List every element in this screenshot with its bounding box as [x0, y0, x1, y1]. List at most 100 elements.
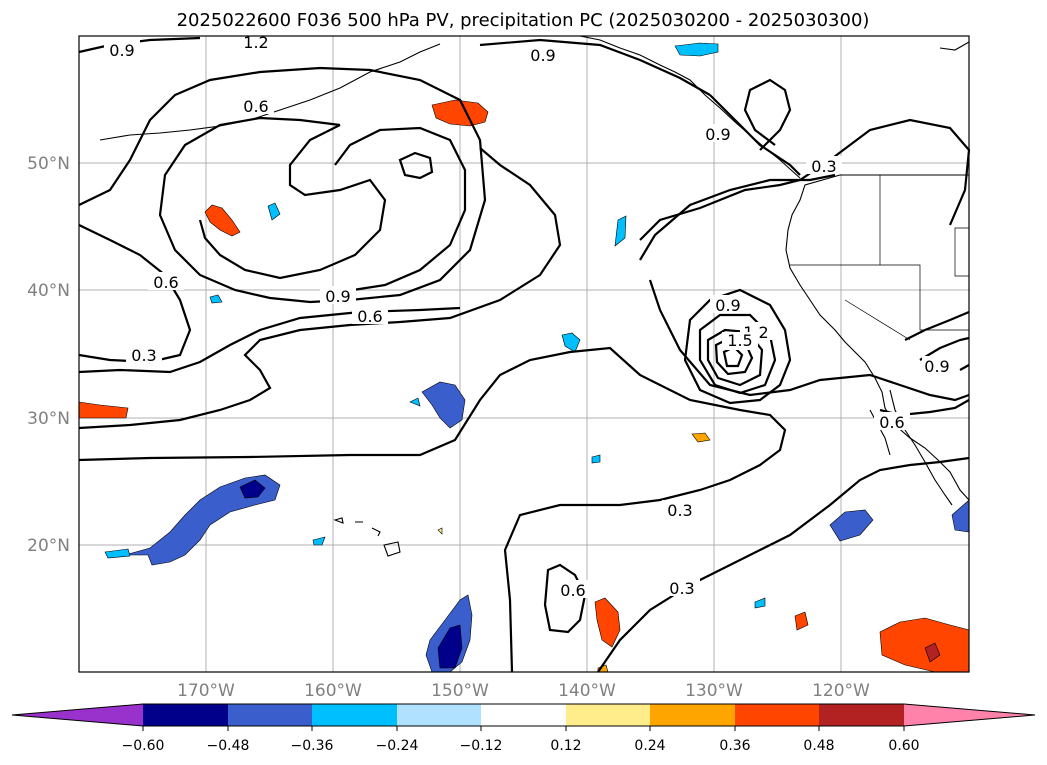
contour-0.6-east-b [648, 279, 970, 402]
contour-1.5-cutoff [706, 328, 764, 387]
precip-neg-alaska [674, 42, 719, 57]
contour-label: 0.3 [667, 501, 692, 520]
colorbar-tick-label: −0.12 [460, 738, 503, 754]
lon-label-140w: 140°W [558, 681, 616, 701]
colorbar-seg-7 [650, 704, 735, 726]
lat-labels: 50°N 40°N 30°N 20°N [27, 154, 70, 556]
contour-small-oval [398, 151, 434, 180]
precip-neg-small-3 [267, 202, 281, 221]
precip-neg-blob-hawaii-ne [124, 474, 281, 566]
precip-neg-small-4 [209, 294, 223, 304]
precip-neg-core-hawaii-ne [239, 479, 266, 499]
contour-label-group: 1.2 0.9 0.9 0.6 0.6 0.3 0.9 0.6 0.3 0.9 … [104, 33, 952, 600]
colorbar-tick-label: −0.60 [122, 738, 165, 754]
lon-label-130w: 130°W [685, 681, 743, 701]
contour-0.3-south [78, 346, 787, 673]
contour-label: 0.9 [705, 125, 730, 144]
colorbar-seg-4 [397, 704, 481, 726]
contour-label: 0.9 [715, 296, 740, 315]
coast-north-america [785, 174, 970, 501]
contour-0.3-lower [597, 456, 970, 673]
precip-neg-south-150w-core [437, 624, 463, 669]
colorbar-seg-1 [143, 704, 228, 726]
contour-0.6-east-a [639, 173, 836, 261]
contour-label: 0.6 [560, 581, 585, 600]
lat-label-40n: 40°N [27, 281, 70, 301]
contour-1.2-cutoff [698, 313, 777, 395]
contour-inner-loop [198, 124, 387, 280]
colorbar-extend-high [904, 704, 1035, 726]
contour-0.3-west [78, 306, 461, 374]
contour-alaska-coast [709, 94, 801, 176]
contour-0.9-cutoff [683, 288, 792, 405]
contour-east-right [904, 310, 970, 341]
contour-label: 0.6 [879, 413, 904, 432]
lat-label-20n: 20°N [27, 536, 70, 556]
precip-neg-near-30n [421, 381, 466, 429]
colorbar-seg-8 [735, 704, 819, 726]
contour-0.3-mid [78, 147, 562, 430]
colorbar: −0.60 −0.48 −0.36 −0.24 −0.12 0.12 0.24 … [11, 703, 1036, 754]
lon-label-170w: 170°W [177, 681, 235, 701]
precip-neg-small-7 [312, 536, 326, 546]
precip-neg-small-west [104, 548, 131, 559]
contour-label: 0.3 [811, 157, 836, 176]
contour-east-right-2 [919, 336, 970, 361]
colorbar-seg-2 [228, 704, 312, 726]
contour-label: 0.9 [530, 46, 555, 65]
colorbar-seg-6 [566, 704, 650, 726]
lon-label-120w: 120°W [812, 681, 870, 701]
precip-pos-small-3 [437, 527, 443, 535]
colorbar-extend-low [12, 704, 143, 726]
colorbar-tick-label: −0.48 [207, 738, 250, 754]
colorbar-tick-label: 0.48 [803, 738, 834, 754]
precip-pos-140w [594, 597, 621, 648]
contour-label: 0.6 [153, 273, 178, 292]
lat-label-50n: 50°N [27, 154, 70, 174]
map-frame [78, 35, 970, 673]
aleutians [99, 43, 441, 141]
precip-neg-tail [409, 397, 421, 407]
colorbar-tick-label: −0.24 [376, 738, 419, 754]
contour-label: 0.3 [131, 346, 156, 365]
contour-label: 0.3 [669, 579, 694, 598]
lon-label-150w: 150°W [431, 681, 489, 701]
precip-pos-gulf-alaska [431, 99, 489, 127]
lat-label-30n: 30°N [27, 409, 70, 429]
state-lines [790, 175, 970, 341]
precip-neg-small-5 [591, 454, 601, 464]
contour-0.6-south-loop [543, 563, 587, 634]
lon-labels: 170°W 160°W 150°W 140°W 130°W 120°W [177, 681, 870, 701]
colorbar-tick-label: 0.24 [634, 738, 665, 754]
hawaii-islands [333, 517, 401, 557]
contour-label: 0.6 [243, 97, 268, 116]
contour-0.6-north-loop [78, 66, 487, 304]
contour-label: 0.6 [357, 307, 382, 326]
colorbar-seg-9 [819, 704, 904, 726]
contour-0.9-inner [334, 126, 467, 294]
colorbar-tick-label: 0.36 [719, 738, 750, 754]
colorbar-seg-5 [481, 704, 566, 726]
contour-label: 1.5 [727, 331, 752, 350]
coast-alaska-north [939, 41, 970, 51]
precip-pos-nw [204, 204, 241, 237]
precip-neg-small-2 [614, 215, 627, 247]
contour-rising-east [743, 78, 792, 151]
contour-label: 0.9 [109, 41, 134, 60]
precip-neg-125w [829, 509, 874, 542]
colorbar-tick-label: 0.60 [888, 738, 919, 754]
colorbar-seg-3 [312, 704, 397, 726]
contour-east-right-4 [959, 364, 970, 371]
precip-pos-small-1 [691, 432, 711, 443]
map-background [79, 36, 969, 672]
precip-neg-small-6 [754, 597, 766, 609]
contour-label: 1.2 [243, 33, 268, 52]
precipitation-fills [78, 42, 970, 673]
precip-pos-small-2 [794, 611, 809, 631]
contour-label: 0.9 [325, 287, 350, 306]
precip-pos-southeast-core [924, 642, 941, 663]
contour-label: 0.9 [924, 357, 949, 376]
lon-label-160w: 160°W [304, 681, 362, 701]
map-title: 2025022600 F036 500 hPa PV, precipitatio… [177, 10, 870, 31]
